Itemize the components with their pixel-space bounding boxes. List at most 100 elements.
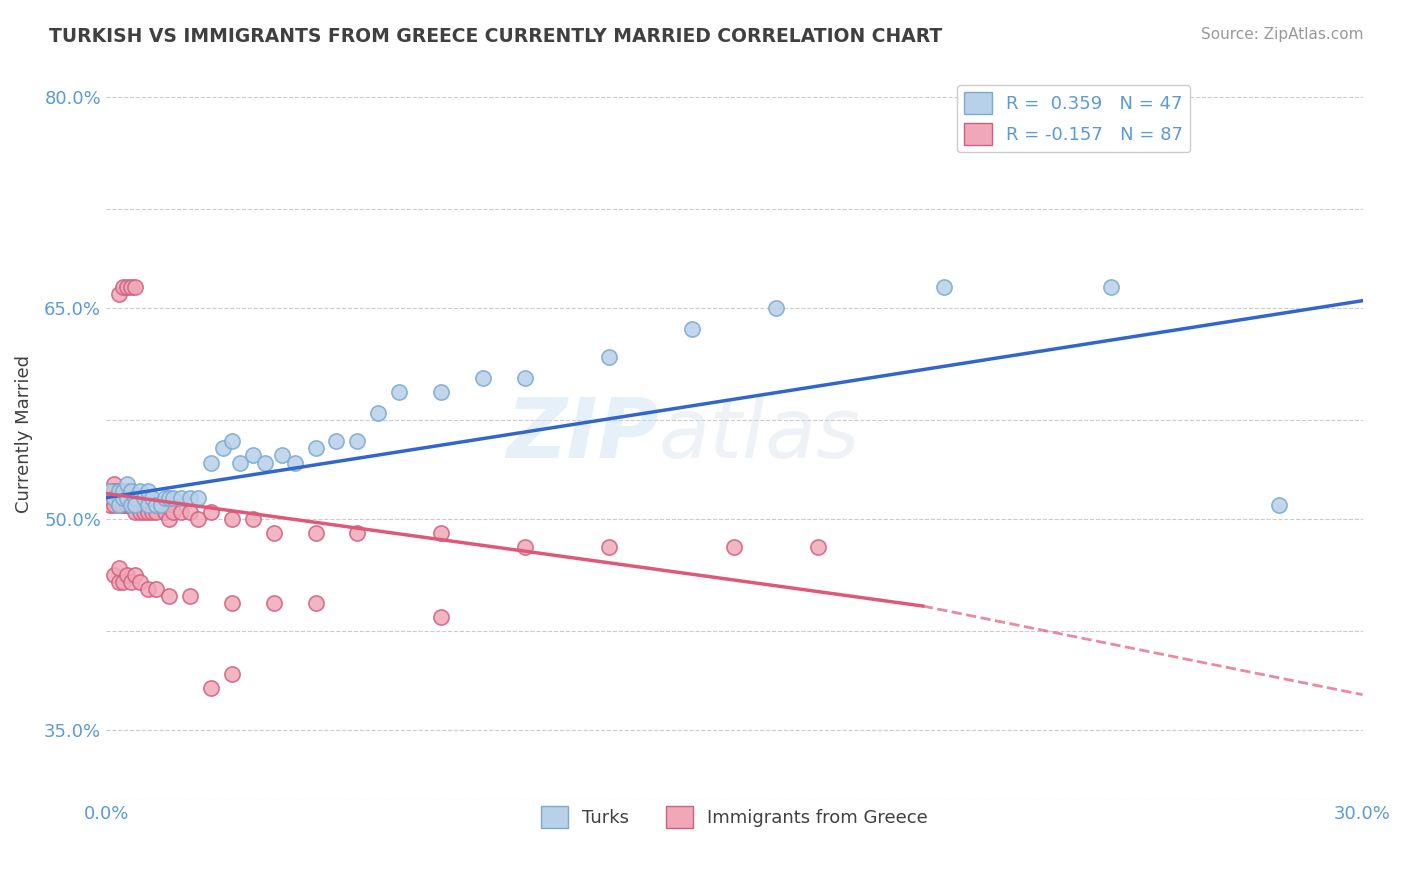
Point [115, 498, 138, 512]
Point [145, 582, 167, 596]
Point [598, 350, 620, 364]
Point [124, 491, 146, 505]
Point [111, 498, 134, 512]
Point [242, 449, 264, 463]
Point [430, 525, 453, 540]
Point [120, 279, 142, 293]
Text: ZIP: ZIP [506, 394, 659, 475]
Point [120, 491, 142, 505]
Point [103, 491, 125, 505]
Point [111, 483, 134, 498]
Point [132, 498, 155, 512]
Point [304, 442, 326, 456]
Point [107, 491, 129, 505]
Point [103, 476, 125, 491]
Point [103, 498, 125, 512]
Point [107, 483, 129, 498]
Point [98, 483, 121, 498]
Point [103, 483, 125, 498]
Point [141, 491, 163, 505]
Point [200, 505, 222, 519]
Point [157, 589, 180, 603]
Y-axis label: Currently Married: Currently Married [15, 355, 32, 514]
Point [111, 483, 134, 498]
Point [271, 449, 294, 463]
Point [187, 491, 209, 505]
Point [120, 498, 142, 512]
Point [145, 498, 167, 512]
Point [103, 568, 125, 582]
Point [124, 505, 146, 519]
Point [157, 512, 180, 526]
Point [124, 498, 146, 512]
Point [212, 442, 235, 456]
Point [346, 525, 368, 540]
Point [115, 483, 138, 498]
Point [124, 498, 146, 512]
Point [367, 406, 389, 420]
Point [1099, 279, 1122, 293]
Point [128, 498, 150, 512]
Point [221, 666, 243, 681]
Point [120, 498, 142, 512]
Point [221, 512, 243, 526]
Point [115, 279, 138, 293]
Text: atlas: atlas [659, 394, 860, 475]
Point [388, 385, 411, 400]
Point [149, 498, 172, 512]
Point [111, 491, 134, 505]
Point [153, 491, 176, 505]
Point [107, 491, 129, 505]
Point [145, 498, 167, 512]
Point [1268, 498, 1291, 512]
Point [107, 483, 129, 498]
Point [723, 540, 745, 554]
Point [124, 279, 146, 293]
Point [346, 434, 368, 449]
Point [179, 491, 201, 505]
Point [179, 505, 201, 519]
Point [124, 491, 146, 505]
Point [98, 483, 121, 498]
Point [124, 498, 146, 512]
Point [145, 505, 167, 519]
Point [107, 561, 129, 575]
Point [430, 610, 453, 624]
Point [115, 498, 138, 512]
Point [136, 498, 159, 512]
Point [325, 434, 347, 449]
Point [284, 456, 307, 470]
Point [932, 279, 955, 293]
Point [115, 491, 138, 505]
Point [111, 491, 134, 505]
Point [513, 371, 536, 385]
Point [153, 505, 176, 519]
Point [115, 491, 138, 505]
Point [111, 279, 134, 293]
Point [242, 512, 264, 526]
Point [115, 476, 138, 491]
Point [128, 575, 150, 590]
Point [681, 322, 703, 336]
Point [187, 512, 209, 526]
Point [120, 498, 142, 512]
Point [111, 498, 134, 512]
Point [136, 505, 159, 519]
Point [141, 505, 163, 519]
Point [136, 483, 159, 498]
Point [157, 498, 180, 512]
Point [132, 505, 155, 519]
Point [304, 525, 326, 540]
Point [120, 491, 142, 505]
Point [200, 681, 222, 695]
Legend: Turks, Immigrants from Greece: Turks, Immigrants from Greece [534, 798, 935, 835]
Point [111, 498, 134, 512]
Point [107, 575, 129, 590]
Point [115, 491, 138, 505]
Point [170, 505, 193, 519]
Point [430, 385, 453, 400]
Point [263, 596, 285, 610]
Point [472, 371, 495, 385]
Point [120, 483, 142, 498]
Point [162, 491, 184, 505]
